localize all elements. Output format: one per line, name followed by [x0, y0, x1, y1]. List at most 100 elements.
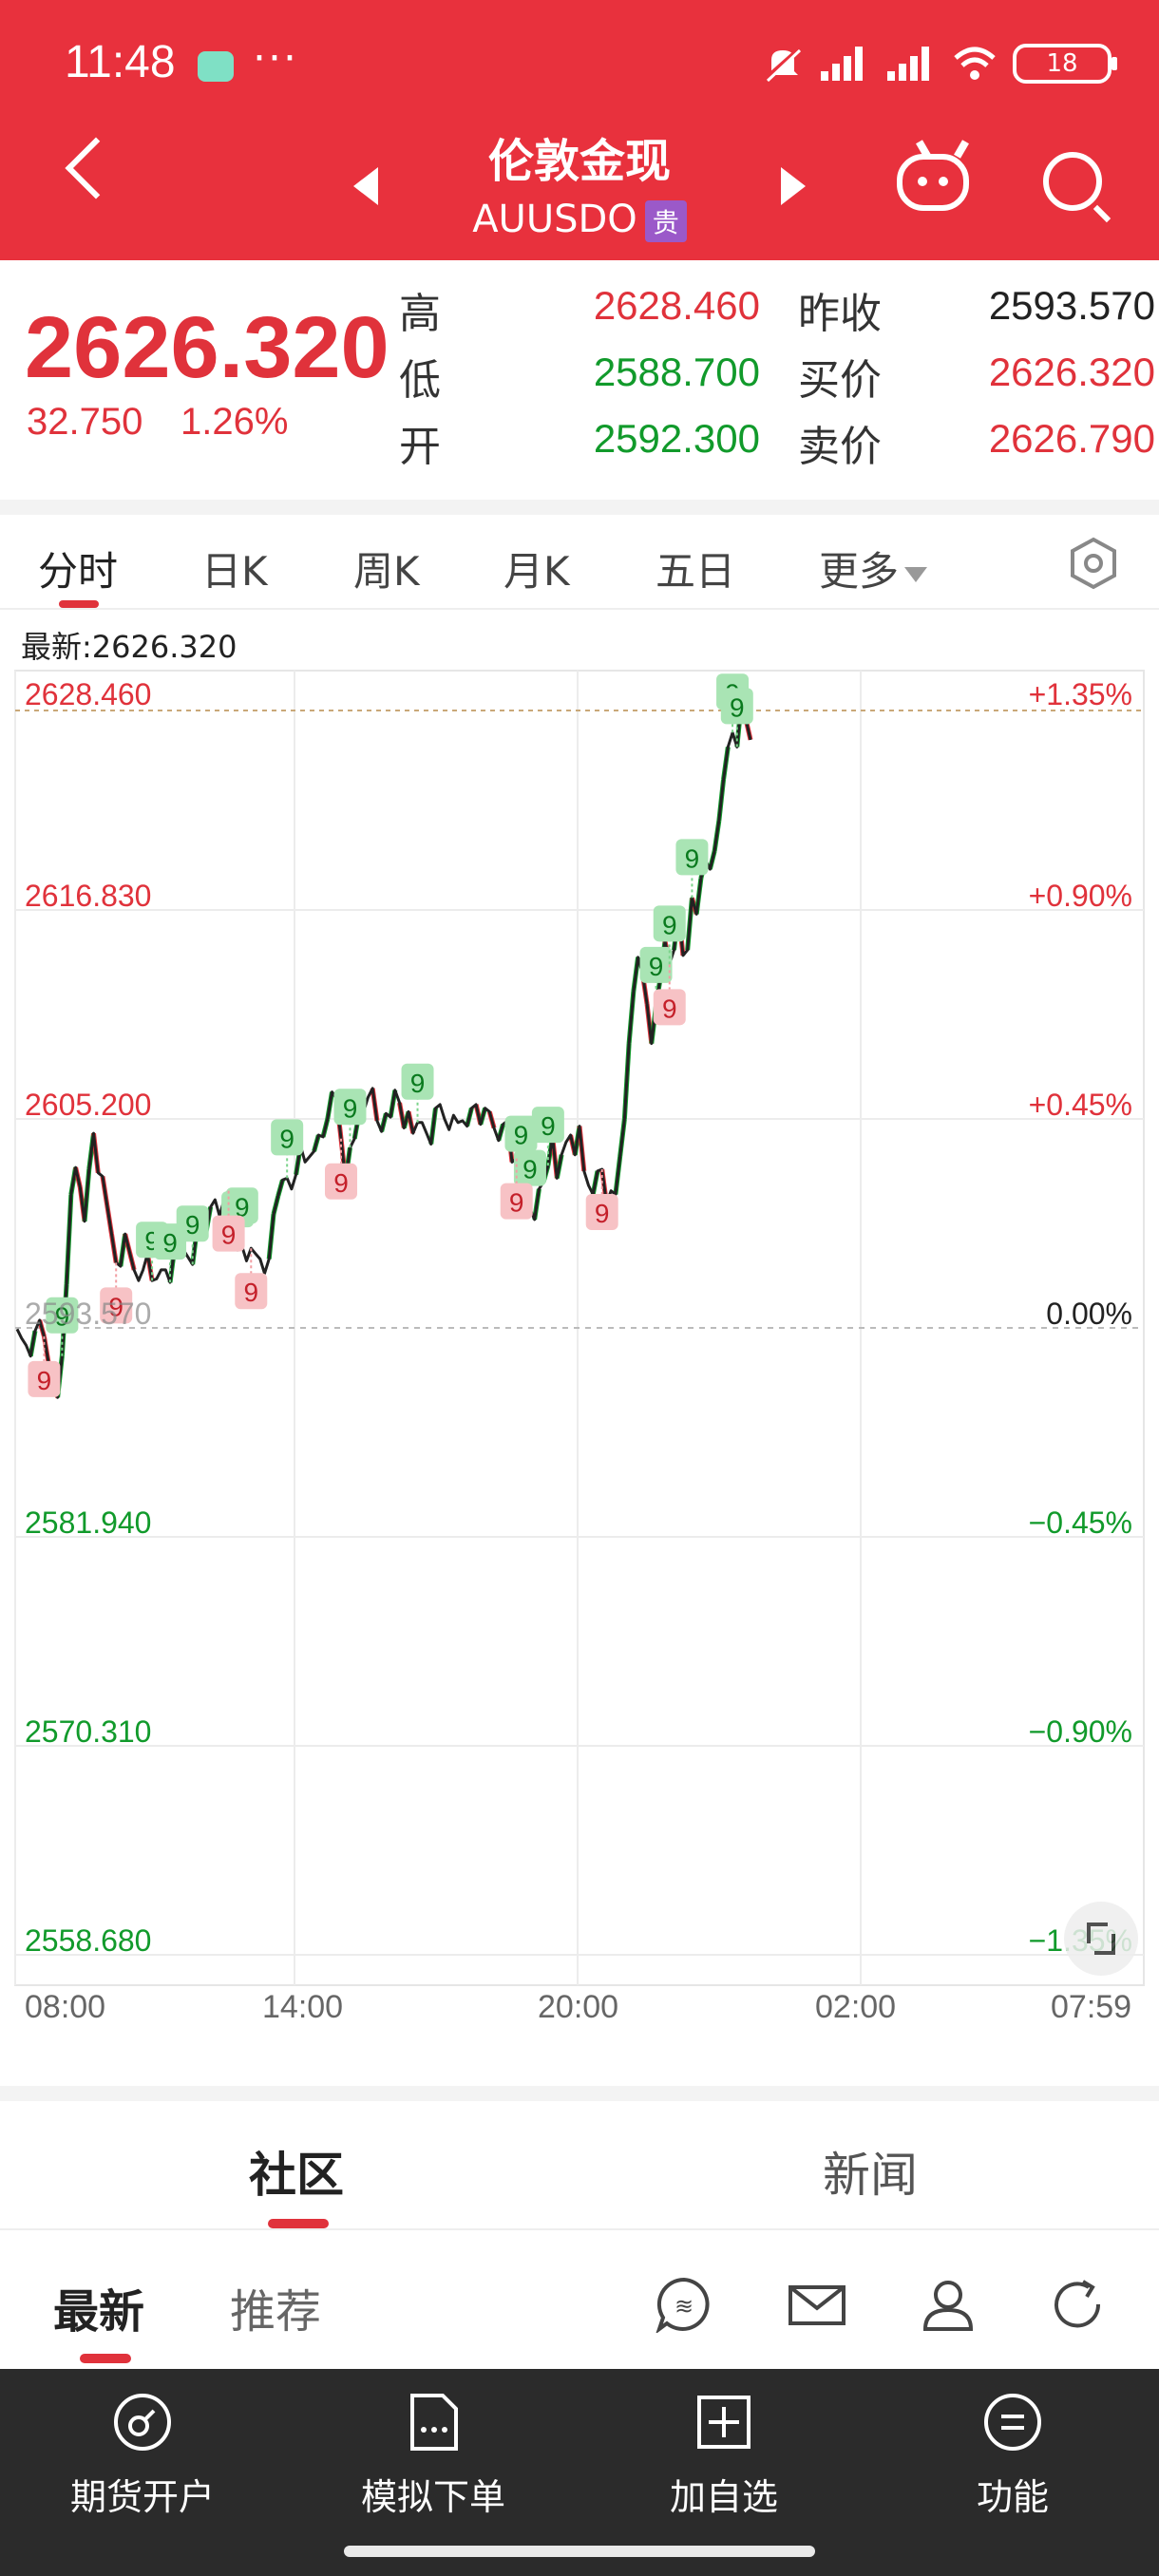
tab-recommend[interactable]: 推荐 — [230, 2285, 322, 2339]
signal-tag-label: 9 — [509, 1188, 524, 1218]
y-axis-label-left: 2628.460 — [25, 677, 151, 711]
buy-signal-tag — [401, 1063, 434, 1100]
mail-icon[interactable] — [787, 2276, 847, 2333]
signal-tag-label: 9 — [221, 1221, 237, 1250]
signal-tag-label: 9 — [730, 692, 745, 722]
signal-tag-label: 9 — [333, 1168, 349, 1198]
buy-signal-tag — [531, 1107, 564, 1144]
signal-tag-label: 9 — [662, 910, 677, 939]
sell-signal-tag — [100, 1287, 133, 1324]
sell-signal-tag — [28, 1360, 61, 1397]
quote-panel: 2626.320 32.750 1.26% 高 低 开 2628.460 258… — [0, 260, 1159, 498]
signal-tag-label: 9 — [410, 1069, 426, 1098]
x-tick-label: 20:00 — [538, 1989, 619, 2025]
mute-icon — [764, 47, 802, 83]
nav-sim-order[interactable]: 模拟下单 — [329, 2392, 538, 2520]
nav-add-watchlist[interactable]: 加自选 — [619, 2392, 828, 2520]
nav-open-account[interactable]: 期货开户 — [38, 2392, 247, 2520]
nav-label: 期货开户 — [69, 2476, 215, 2518]
post-icon[interactable]: ≋ — [654, 2276, 714, 2333]
signal-tag-label: 9 — [649, 952, 664, 981]
tab-news[interactable]: 新闻 — [823, 2148, 918, 2203]
tab-active-indicator — [59, 600, 99, 608]
open-label: 开 — [399, 423, 441, 471]
buy-signal-tag — [639, 946, 673, 983]
y-axis-label-left: 2581.940 — [25, 1506, 151, 1540]
settings-icon[interactable] — [1066, 536, 1121, 591]
signal-tag-label: 9 — [279, 1124, 294, 1153]
price-line — [15, 698, 752, 1399]
y-axis-label-right: −0.45% — [1029, 1506, 1132, 1540]
buy-signal-tag — [333, 1089, 367, 1126]
y-axis-label-right: −0.90% — [1029, 1714, 1132, 1749]
sell-signal-tag — [325, 1163, 358, 1200]
price-change-pct: 1.26% — [180, 401, 289, 443]
signal-tag-label: 9 — [522, 1155, 538, 1184]
precious-badge: 贵 — [644, 200, 687, 242]
intraday-chart[interactable]: 99999999999999999999999992628.460+1.35%2… — [0, 665, 1159, 1995]
buy-signal-tag — [720, 688, 753, 725]
search-icon[interactable] — [1043, 152, 1102, 211]
refresh-icon[interactable] — [1049, 2276, 1110, 2333]
document-icon — [410, 2394, 458, 2451]
symbol-code: AUUSDO 贵 — [0, 198, 1159, 242]
y-axis-label-right: 0.00% — [1046, 1297, 1132, 1331]
prev-close-value: 2593.570 — [988, 283, 1155, 328]
prev-symbol-button[interactable] — [353, 167, 378, 205]
low-label: 低 — [399, 356, 441, 405]
add-icon — [697, 2396, 750, 2449]
battery-icon: 18 — [1013, 44, 1117, 84]
tab-more[interactable]: 更多 — [819, 540, 928, 597]
signal-icon — [821, 47, 863, 81]
user-icon[interactable] — [918, 2276, 978, 2333]
buy-signal-tag — [513, 1149, 546, 1186]
divider — [0, 2086, 1159, 2101]
tab-daily-k[interactable]: 日K — [201, 548, 268, 595]
fullscreen-button[interactable] — [1064, 1902, 1138, 1976]
x-tick-label: 08:00 — [25, 1989, 106, 2025]
y-axis-label-right: +0.45% — [1029, 1088, 1132, 1122]
bid-label: 买价 — [798, 356, 882, 405]
symbol-text: AUUSDO — [472, 198, 637, 241]
status-time: 11:48 — [65, 37, 176, 87]
app-header: 11:48 ··· 18 伦敦金现 AUUSDO 贵 — [0, 0, 1159, 260]
page-title: 伦敦金现 — [487, 135, 671, 188]
nav-label: 加自选 — [669, 2476, 778, 2518]
account-icon — [114, 2394, 171, 2451]
tab-weekly-k[interactable]: 周K — [353, 548, 420, 595]
buy-signal-tag — [653, 905, 686, 942]
wifi-icon — [954, 47, 996, 80]
sell-signal-tag — [212, 1215, 245, 1252]
prev-close-label: 昨收 — [798, 290, 882, 338]
signal-tag-label: 9 — [343, 1093, 358, 1123]
latest-price-label: 最新:2626.320 — [21, 629, 238, 665]
tab-intraday[interactable]: 分时 — [38, 548, 119, 595]
buy-signal-tag — [675, 839, 709, 876]
signal-tag-label: 9 — [541, 1111, 556, 1141]
y-axis-label-left: 2605.200 — [25, 1088, 151, 1122]
tab-five-day[interactable]: 五日 — [656, 548, 736, 595]
ask-value: 2626.790 — [988, 416, 1155, 461]
ask-label: 卖价 — [798, 423, 882, 471]
svg-text:≋: ≋ — [674, 2293, 694, 2320]
sell-signal-tag — [500, 1183, 533, 1220]
chevron-down-icon — [904, 566, 928, 582]
signal-tag-label: 9 — [595, 1199, 610, 1228]
status-more: ··· — [253, 34, 298, 83]
y-axis-label-left: 2616.830 — [25, 879, 151, 913]
x-tick-label: 07:59 — [1051, 1989, 1132, 2025]
feed-toolbar: 最新 推荐 ≋ — [0, 2232, 1159, 2369]
y-axis-label-left: 2570.310 — [25, 1714, 151, 1749]
community-tabs: 社区 新闻 — [0, 2103, 1159, 2230]
home-indicator[interactable] — [344, 2546, 815, 2557]
signal-tag-label: 9 — [662, 994, 677, 1023]
y-axis-label-right: +1.35% — [1029, 677, 1132, 711]
next-symbol-button[interactable] — [781, 167, 806, 205]
robot-icon[interactable] — [897, 154, 969, 211]
tab-monthly-k[interactable]: 月K — [504, 548, 570, 595]
tab-community[interactable]: 社区 — [249, 2148, 344, 2203]
sell-signal-tag — [585, 1193, 618, 1230]
nav-functions[interactable]: 功能 — [908, 2392, 1117, 2520]
tab-more-label: 更多 — [819, 548, 900, 595]
tab-latest[interactable]: 最新 — [53, 2285, 145, 2339]
